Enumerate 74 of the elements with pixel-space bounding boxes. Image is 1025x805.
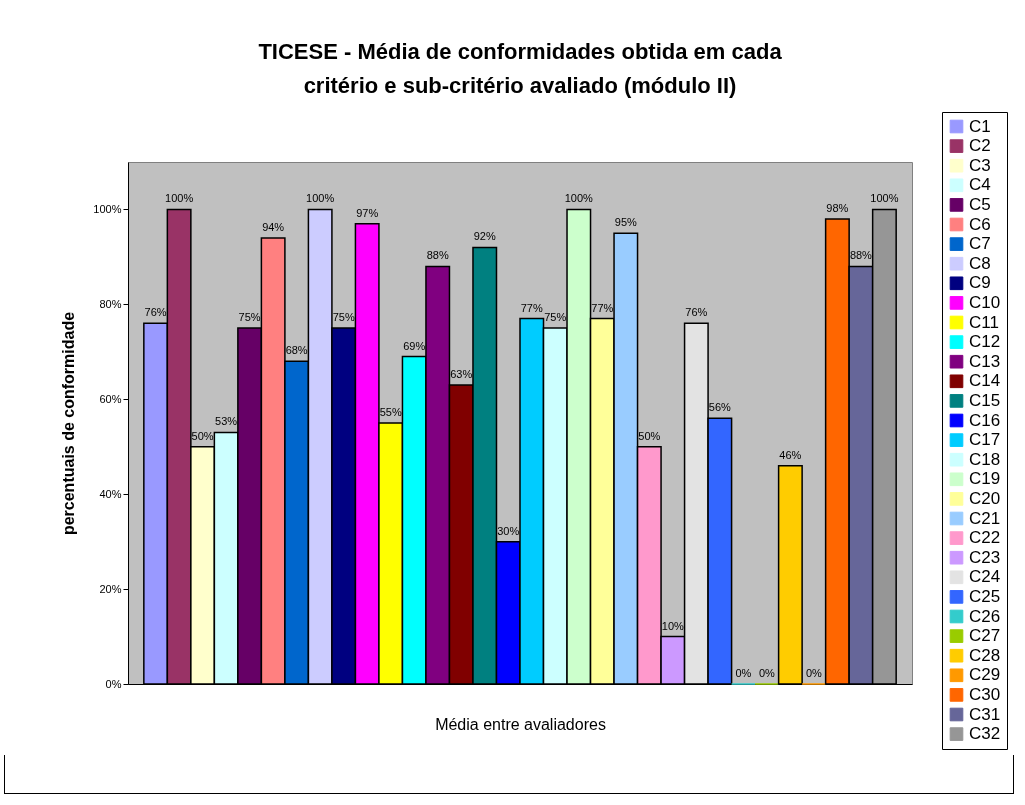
legend-label: C15 — [969, 390, 1001, 410]
data-label: 53% — [215, 415, 238, 428]
data-label: 98% — [826, 201, 849, 214]
legend-label: C13 — [969, 351, 1001, 371]
data-label: 75% — [332, 311, 355, 324]
legend-label: C8 — [969, 253, 991, 273]
data-label: 100% — [306, 192, 335, 205]
legend-label: C25 — [969, 586, 1001, 606]
legend-label: C3 — [969, 155, 991, 175]
legend-label: C28 — [969, 645, 1001, 665]
data-label: 100% — [870, 192, 899, 205]
y-tick-label: 0% — [105, 677, 122, 690]
bar — [777, 464, 803, 685]
data-label: 97% — [356, 206, 379, 219]
data-label: 56% — [708, 401, 732, 414]
data-label: 50% — [191, 429, 214, 442]
legend-label: C14 — [969, 371, 1001, 391]
legend-label: C1 — [969, 116, 991, 136]
data-label: 76% — [685, 306, 708, 319]
data-label: 100% — [165, 192, 194, 205]
data-label: 0% — [735, 667, 752, 679]
legend-label: C10 — [969, 292, 1001, 312]
legend-label: C27 — [969, 626, 1001, 646]
data-label: 0% — [758, 667, 776, 679]
legend-label: C16 — [969, 410, 1001, 430]
legend-label: C12 — [969, 332, 1001, 352]
y-tick-label: 20% — [99, 582, 122, 595]
data-label: 30% — [497, 524, 520, 537]
data-label: 76% — [144, 306, 167, 319]
data-label: 95% — [614, 216, 638, 229]
data-label: 100% — [564, 192, 594, 205]
legend-label: C29 — [969, 665, 1001, 685]
data-label: 88% — [426, 249, 449, 262]
legend-label: C11 — [969, 312, 999, 332]
data-label: 10% — [661, 619, 685, 632]
y-tick-label: 40% — [99, 487, 122, 500]
y-axis-title: percentuais de conformidade — [60, 311, 78, 536]
legend-label: C17 — [969, 430, 1001, 450]
legend-label: C6 — [969, 214, 991, 234]
legend-label: C7 — [969, 234, 991, 254]
legend-label: C19 — [969, 469, 1001, 489]
y-tick-label: 100% — [93, 202, 122, 215]
data-label: 63% — [450, 368, 473, 381]
data-label: 68% — [285, 344, 308, 357]
data-label: 0% — [805, 667, 823, 679]
data-label: 50% — [638, 429, 661, 442]
legend-label: C22 — [969, 528, 1001, 548]
x-axis-title: Média entre avaliadores — [435, 715, 606, 733]
chart-title: TICESE - Média de conformidades obtida em cada critério e sub-critério avaliado (módulo II) — [258, 38, 783, 98]
data-label: 94% — [262, 220, 285, 233]
legend-label: C31 — [969, 704, 1001, 724]
legend-label: C9 — [969, 273, 991, 293]
data-label: 75% — [544, 311, 567, 324]
data-label: 92% — [473, 230, 496, 243]
legend-label: C20 — [969, 488, 1001, 508]
legend-label: C4 — [969, 175, 991, 195]
legend-label: C18 — [969, 449, 1001, 469]
data-label: 75% — [238, 311, 261, 324]
legend-label: C23 — [969, 547, 1001, 567]
legend-label: C24 — [969, 567, 1001, 587]
legend-label: C32 — [969, 724, 1001, 744]
data-label: 46% — [779, 448, 802, 461]
y-tick-label: 60% — [99, 392, 122, 405]
data-label: 69% — [403, 339, 426, 352]
data-label: 77% — [591, 301, 614, 314]
legend-label: C2 — [969, 136, 991, 156]
legend-label: C5 — [969, 194, 991, 214]
data-label: 77% — [520, 301, 543, 314]
legend-label: C21 — [969, 508, 1001, 528]
legend-label: C30 — [969, 684, 1001, 704]
data-label: 55% — [379, 406, 402, 418]
y-tick-label: 80% — [99, 297, 122, 310]
data-label: 88% — [849, 249, 873, 262]
legend-label: C26 — [969, 606, 1001, 626]
